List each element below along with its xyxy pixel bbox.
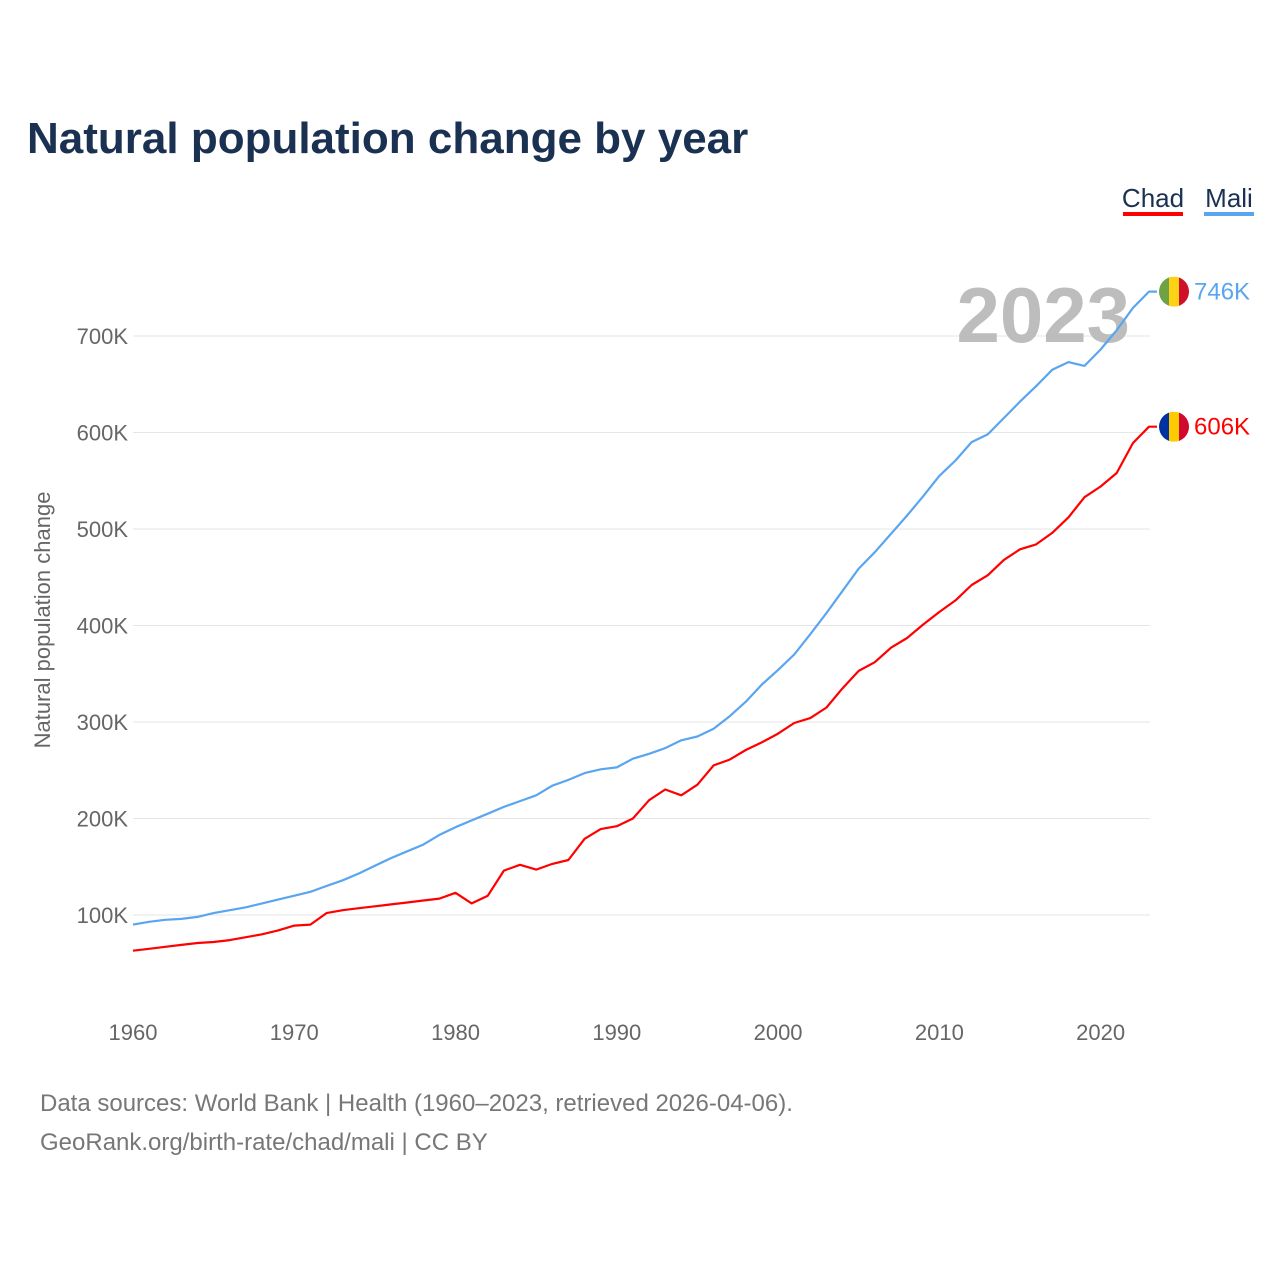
y-axis: 100K 200K 300K 400K 500K 600K 700K — [77, 324, 129, 928]
y-tick-label: 200K — [77, 807, 129, 832]
y-tick-label: 600K — [77, 421, 129, 446]
flag-chad-icon — [1159, 411, 1189, 442]
flag-stripe — [1179, 276, 1189, 307]
x-tick-label: 1960 — [109, 1020, 158, 1045]
flag-stripe — [1169, 411, 1180, 442]
line-mali — [132, 290, 1158, 926]
legend: Chad Mali — [1122, 183, 1254, 216]
end-labels: 606K 746K — [1159, 276, 1250, 442]
y-tick-label: 700K — [77, 324, 129, 349]
footer-sources: Data sources: World Bank | Health (1960–… — [40, 1090, 793, 1117]
flag-stripe — [1169, 276, 1180, 307]
x-tick-label: 2010 — [915, 1020, 964, 1045]
legend-label-mali: Mali — [1205, 183, 1253, 213]
flag-mali-icon — [1159, 276, 1189, 307]
end-label-chad: 606K — [1194, 414, 1250, 441]
flag-stripe — [1159, 411, 1170, 442]
year-watermark: 2023 — [956, 271, 1130, 359]
series-lines — [132, 290, 1158, 952]
end-label-mali: 746K — [1194, 279, 1250, 306]
flag-stripe — [1179, 411, 1189, 442]
y-axis-label: Natural population change — [30, 492, 55, 749]
legend-item-mali[interactable]: Mali — [1204, 183, 1254, 216]
y-tick-label: 300K — [77, 710, 129, 735]
x-tick-label: 2020 — [1076, 1020, 1125, 1045]
legend-item-chad[interactable]: Chad — [1122, 183, 1184, 216]
x-tick-label: 1980 — [431, 1020, 480, 1045]
flag-stripe — [1159, 276, 1170, 307]
y-tick-label: 500K — [77, 517, 129, 542]
x-tick-label: 2000 — [754, 1020, 803, 1045]
x-axis: 1960 1970 1980 1990 2000 2010 2020 — [109, 1020, 1126, 1045]
y-tick-label: 100K — [77, 903, 129, 928]
chart-title: Natural population change by year — [27, 114, 748, 163]
legend-swatch-mali — [1204, 212, 1254, 216]
gridlines — [133, 335, 1150, 916]
line-chad — [132, 425, 1158, 952]
x-tick-label: 1990 — [592, 1020, 641, 1045]
footer-link[interactable]: GeoRank.org/birth-rate/chad/mali | CC BY — [40, 1129, 488, 1156]
legend-swatch-chad — [1123, 212, 1183, 216]
y-tick-label: 400K — [77, 614, 129, 639]
legend-label-chad: Chad — [1122, 183, 1184, 213]
x-tick-label: 1970 — [270, 1020, 319, 1045]
